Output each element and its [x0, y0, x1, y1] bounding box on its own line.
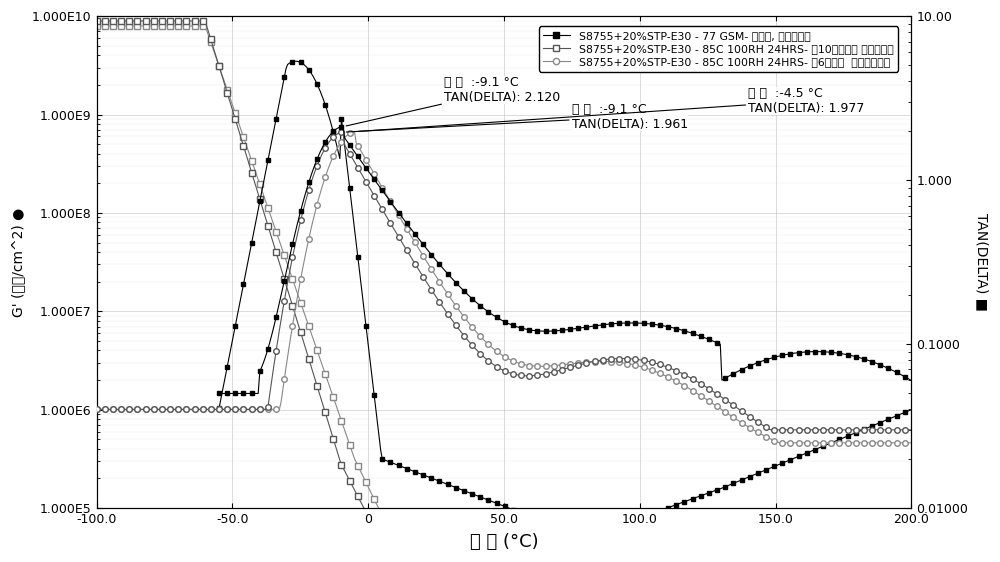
Y-axis label: G' (达因/cm^2) ●: G' (达因/cm^2) ● [11, 207, 25, 317]
Y-axis label: TAN(DELTA) ■: TAN(DELTA) ■ [975, 213, 989, 311]
Text: 温 度  :-9.1 °C
TAN(DELTA): 2.120: 温 度 :-9.1 °C TAN(DELTA): 2.120 [346, 76, 560, 126]
X-axis label: 温 度 (°C): 温 度 (°C) [470, 533, 538, 551]
Legend: S8755+20%STP-E30 - 77 GSM- 原始的, 第一次升温, S8755+20%STP-E30 - 85C 100RH 24HRS- 在10分钟: S8755+20%STP-E30 - 77 GSM- 原始的, 第一次升温, S… [539, 26, 898, 71]
Text: 温 度  :-4.5 °C
TAN(DELTA): 1.977: 温 度 :-4.5 °C TAN(DELTA): 1.977 [359, 87, 865, 132]
Text: 温 度  :-9.1 °C
TAN(DELTA): 1.961: 温 度 :-9.1 °C TAN(DELTA): 1.961 [346, 103, 688, 132]
